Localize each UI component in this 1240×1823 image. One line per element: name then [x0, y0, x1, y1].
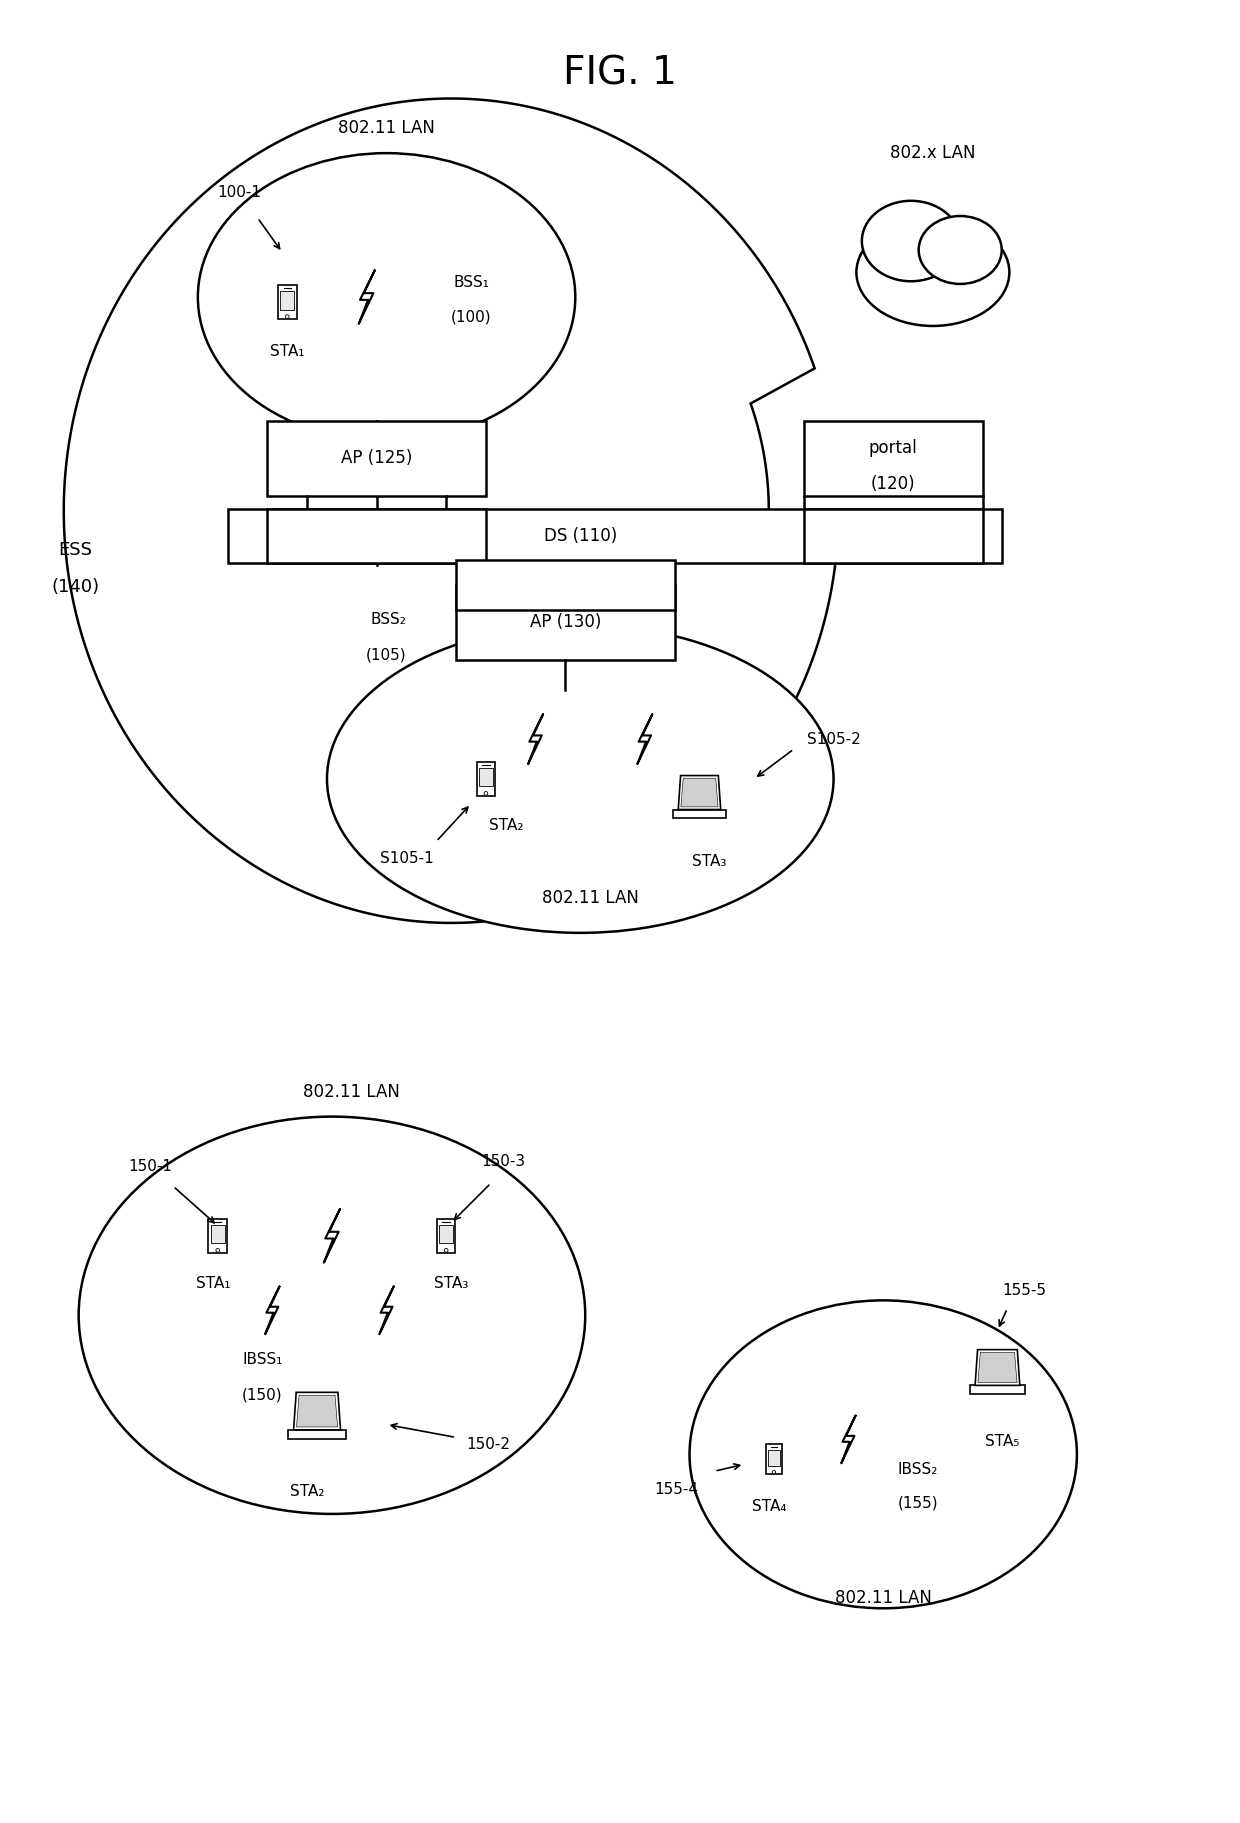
Text: STA₂: STA₂ — [489, 819, 523, 833]
Bar — [479, 767, 492, 786]
Text: STA₃: STA₃ — [434, 1276, 469, 1291]
Ellipse shape — [198, 153, 575, 441]
Bar — [268, 421, 486, 496]
Polygon shape — [294, 1393, 341, 1429]
Bar — [766, 1444, 782, 1475]
Text: IBSS₁: IBSS₁ — [242, 1353, 283, 1367]
Text: IBSS₂: IBSS₂ — [898, 1462, 939, 1477]
Text: 802.11 LAN: 802.11 LAN — [835, 1590, 931, 1608]
Text: 150-3: 150-3 — [481, 1154, 526, 1169]
Text: (120): (120) — [870, 476, 915, 492]
Text: STA₃: STA₃ — [692, 853, 727, 870]
Bar — [439, 1225, 453, 1243]
Text: 155-5: 155-5 — [1002, 1283, 1047, 1298]
Circle shape — [216, 1249, 219, 1252]
Text: STA₁: STA₁ — [196, 1276, 229, 1291]
Bar — [208, 1220, 227, 1252]
Text: 802.11 LAN: 802.11 LAN — [542, 890, 639, 908]
Circle shape — [444, 1249, 448, 1252]
Text: 150-1: 150-1 — [128, 1159, 172, 1174]
Ellipse shape — [689, 1300, 1076, 1608]
Polygon shape — [978, 1353, 1017, 1382]
Ellipse shape — [862, 201, 960, 281]
Text: AP (130): AP (130) — [529, 613, 601, 631]
Polygon shape — [678, 775, 720, 809]
Text: portal: portal — [869, 439, 918, 458]
Bar — [278, 284, 296, 319]
Bar — [456, 585, 675, 660]
Text: ESS: ESS — [58, 541, 93, 560]
Text: S105-2: S105-2 — [807, 731, 861, 747]
Bar — [268, 509, 486, 563]
Text: 155-4: 155-4 — [655, 1482, 699, 1497]
Text: BSS₂: BSS₂ — [371, 613, 407, 627]
Text: STA₁: STA₁ — [270, 345, 305, 359]
Bar — [476, 762, 495, 797]
Text: STA₄: STA₄ — [751, 1500, 786, 1515]
Bar — [804, 509, 982, 563]
Bar — [970, 1385, 1025, 1395]
Text: STA₂: STA₂ — [290, 1484, 325, 1499]
Bar — [436, 1220, 455, 1252]
Text: 802.x LAN: 802.x LAN — [890, 144, 976, 162]
Ellipse shape — [919, 215, 1002, 284]
Bar — [228, 509, 1002, 563]
Text: AP (125): AP (125) — [341, 448, 413, 467]
Circle shape — [285, 315, 289, 319]
Polygon shape — [681, 778, 718, 808]
Text: S105-1: S105-1 — [379, 851, 433, 866]
Text: (155): (155) — [898, 1495, 939, 1511]
Bar — [804, 421, 982, 496]
Text: 802.11 LAN: 802.11 LAN — [304, 1083, 401, 1101]
Bar — [768, 1449, 780, 1466]
Text: (140): (140) — [52, 578, 99, 596]
Bar — [211, 1225, 224, 1243]
Circle shape — [773, 1471, 775, 1473]
Text: (150): (150) — [242, 1387, 283, 1402]
Polygon shape — [975, 1349, 1019, 1385]
Polygon shape — [296, 1395, 337, 1427]
Text: 150-2: 150-2 — [466, 1437, 510, 1451]
Text: 100-1: 100-1 — [218, 186, 262, 201]
Ellipse shape — [857, 219, 1009, 326]
Text: STA₅: STA₅ — [986, 1435, 1019, 1449]
Text: FIG. 1: FIG. 1 — [563, 55, 677, 93]
Circle shape — [484, 791, 487, 795]
Bar — [288, 1429, 346, 1438]
Text: 802.11 LAN: 802.11 LAN — [339, 118, 435, 137]
Ellipse shape — [78, 1117, 585, 1513]
Text: DS (110): DS (110) — [543, 527, 616, 545]
Bar — [280, 292, 294, 310]
Text: BSS₁: BSS₁ — [453, 275, 489, 290]
Text: (100): (100) — [450, 310, 491, 324]
Bar — [456, 560, 675, 611]
Bar — [673, 809, 725, 819]
Ellipse shape — [327, 625, 833, 933]
Text: (105): (105) — [366, 647, 407, 662]
